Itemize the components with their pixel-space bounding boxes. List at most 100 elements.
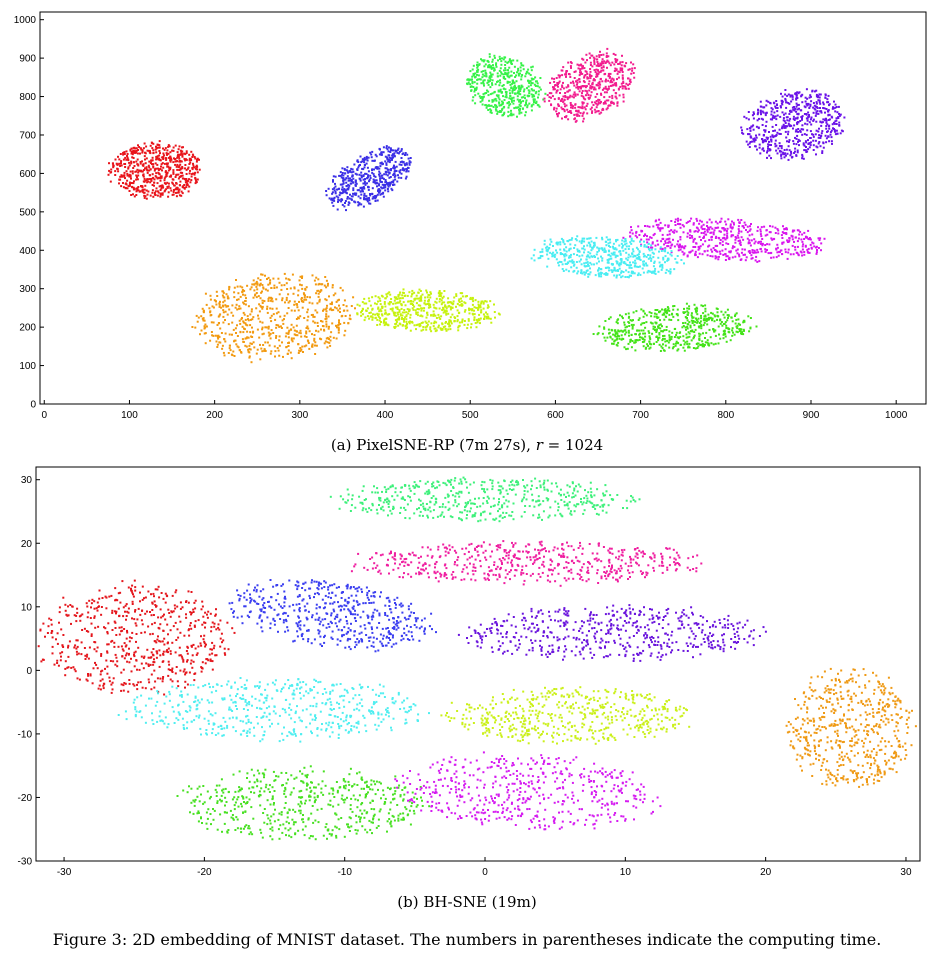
data-point: [796, 240, 799, 243]
data-point: [669, 272, 672, 275]
data-point: [628, 274, 631, 277]
data-point: [225, 293, 228, 296]
data-point: [650, 244, 653, 247]
data-point: [354, 307, 356, 310]
data-point: [376, 324, 379, 326]
data-point: [717, 226, 720, 229]
data-point: [149, 194, 152, 197]
data-point: [172, 178, 175, 181]
data-point: [130, 147, 133, 150]
data-point: [354, 172, 357, 175]
data-point: [513, 72, 515, 74]
data-point: [393, 152, 396, 155]
data-point: [477, 300, 480, 303]
data-point: [569, 81, 572, 84]
data-point: [408, 163, 411, 166]
data-point: [827, 119, 830, 121]
data-point: [619, 69, 622, 72]
data-point: [567, 96, 570, 99]
data-point: [818, 127, 820, 130]
data-point: [606, 272, 609, 275]
data-point: [580, 263, 583, 266]
data-point: [667, 238, 670, 241]
data-point: [379, 177, 382, 180]
data-point: [529, 84, 532, 87]
data-point: [172, 193, 175, 196]
data-point: [217, 334, 220, 337]
data-point: [405, 324, 408, 327]
data-point: [301, 287, 304, 290]
data-point: [373, 159, 376, 162]
data-point: [632, 311, 635, 314]
data-point: [520, 64, 523, 67]
data-point: [279, 315, 282, 318]
data-point: [280, 284, 283, 287]
data-point: [683, 246, 685, 249]
data-point: [543, 243, 546, 246]
data-point: [369, 151, 372, 154]
data-point: [834, 106, 837, 109]
data-point: [511, 81, 514, 84]
data-point: [490, 74, 493, 77]
data-point: [593, 108, 596, 111]
data-point: [326, 346, 329, 349]
data-point: [822, 118, 825, 121]
data-point: [166, 165, 169, 168]
data-point: [562, 241, 565, 244]
data-point: [260, 291, 263, 294]
data-point: [181, 166, 184, 168]
data-point: [349, 177, 352, 180]
data-point: [593, 61, 596, 64]
data-point: [337, 329, 340, 332]
data-point: [490, 111, 493, 114]
data-point: [609, 75, 611, 78]
data-point: [630, 271, 633, 274]
data-point: [401, 311, 404, 314]
data-point: [360, 171, 363, 174]
data-point: [570, 253, 572, 256]
data-point: [299, 315, 302, 318]
data-point: [451, 313, 454, 316]
data-point: [766, 138, 769, 141]
data-point: [155, 151, 158, 154]
data-point: [760, 226, 763, 229]
data-point: [773, 116, 776, 119]
data-point: [516, 71, 518, 74]
data-point: [327, 327, 330, 330]
data-point: [791, 98, 794, 101]
data-point: [395, 165, 398, 168]
data-point: [606, 59, 609, 62]
data-point: [743, 115, 746, 118]
data-point: [754, 145, 757, 148]
data-point: [313, 321, 316, 324]
data-point: [615, 248, 618, 251]
data-point: [640, 243, 643, 246]
data-point: [271, 307, 274, 310]
data-point: [734, 241, 737, 244]
data-point: [268, 282, 271, 285]
data-point: [585, 269, 588, 272]
data-point: [588, 52, 591, 55]
data-point: [597, 62, 600, 65]
data-point: [616, 262, 619, 265]
data-point: [822, 107, 825, 109]
data-point: [386, 295, 389, 298]
data-point: [495, 109, 498, 112]
data-point: [558, 260, 561, 263]
data-point: [582, 112, 585, 115]
data-point: [823, 237, 826, 240]
data-point: [784, 126, 787, 129]
data-point: [649, 270, 652, 273]
data-point: [524, 97, 526, 100]
data-point: [426, 313, 429, 316]
data-point: [266, 278, 268, 280]
data-point: [298, 300, 300, 303]
data-point: [269, 299, 272, 302]
data-point: [580, 87, 582, 90]
data-point: [737, 236, 740, 239]
data-point: [388, 291, 391, 294]
data-point: [526, 106, 529, 109]
data-point: [456, 318, 459, 321]
data-point: [349, 314, 351, 317]
data-point: [785, 136, 788, 139]
